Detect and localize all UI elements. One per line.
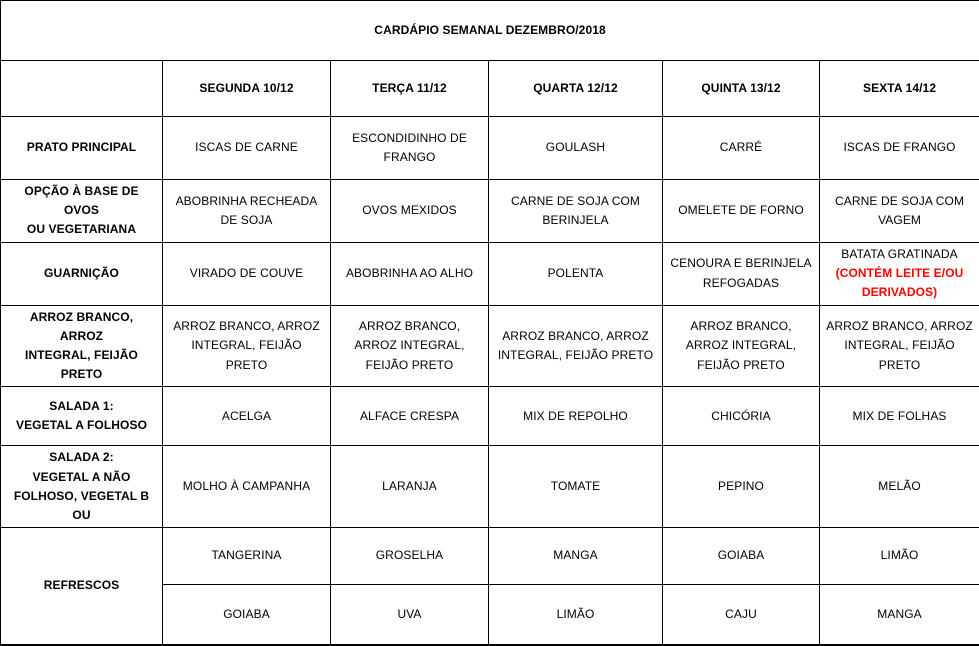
column-header-sexta: SEXTA 14/12 [820,61,979,117]
column-header-segunda: SEGUNDA 10/12 [163,61,331,117]
menu-cell: ISCAS DE FRANGO [820,117,979,180]
menu-cell: OMELETE DE FORNO [663,180,820,243]
menu-cell: CHICÓRIA [663,387,820,446]
menu-cell: ISCAS DE CARNE [163,117,331,180]
title-row: CARDÁPIO SEMANAL DEZEMBRO/2018 [1,1,979,61]
menu-cell-with-alert: BATATA GRATINADA (CONTÉM LEITE E/OU DERI… [820,242,979,305]
column-header-terca: TERÇA 11/12 [331,61,489,117]
row-header-arroz-feijao: ARROZ BRANCO, ARROZ INTEGRAL, FEIJÃO PRE… [1,305,163,387]
menu-cell-text: BATATA GRATINADA [826,245,973,264]
row-header-guarnicao: GUARNIÇÃO [1,242,163,305]
menu-cell: MANGA [820,585,979,645]
menu-cell: OVOS MEXIDOS [331,180,489,243]
menu-cell: LIMÃO [489,585,663,645]
menu-cell: ARROZ BRANCO, ARROZ INTEGRAL, FEIJÃO PRE… [489,305,663,387]
menu-cell: GOIABA [663,528,820,585]
column-header-quinta: QUINTA 13/12 [663,61,820,117]
menu-cell: CENOURA E BERINJELA REFOGADAS [663,242,820,305]
menu-cell: VIRADO DE COUVE [163,242,331,305]
allergy-alert-note: (CONTÉM LEITE E/OU DERIVADOS) [826,264,973,302]
row-guarnicao: GUARNIÇÃO VIRADO DE COUVE ABOBRINHA AO A… [1,242,979,305]
menu-cell: ARROZ BRANCO, ARROZ INTEGRAL, FEIJÃO PRE… [331,305,489,387]
row-header-salada-1: SALADA 1: VEGETAL A FOLHOSO [1,387,163,446]
menu-cell: MANGA [489,528,663,585]
menu-cell: LARANJA [331,446,489,528]
menu-cell: CARNE DE SOJA COM BERINJELA [489,180,663,243]
menu-cell: MOLHO À CAMPANHA [163,446,331,528]
menu-cell: UVA [331,585,489,645]
menu-cell: MIX DE REPOLHO [489,387,663,446]
row-arroz-feijao: ARROZ BRANCO, ARROZ INTEGRAL, FEIJÃO PRE… [1,305,979,387]
menu-cell: CAJU [663,585,820,645]
menu-cell: TOMATE [489,446,663,528]
row-header-refrescos: REFRESCOS [1,528,163,645]
row-refrescos-1: REFRESCOS TANGERINA GROSELHA MANGA GOIAB… [1,528,979,585]
menu-cell: GROSELHA [331,528,489,585]
menu-cell: CARRÉ [663,117,820,180]
menu-cell: TANGERINA [163,528,331,585]
menu-cell: MELÃO [820,446,979,528]
corner-cell [1,61,163,117]
menu-cell: MIX DE FOLHAS [820,387,979,446]
header-row: SEGUNDA 10/12 TERÇA 11/12 QUARTA 12/12 Q… [1,61,979,117]
menu-cell: GOULASH [489,117,663,180]
menu-cell: LIMÃO [820,528,979,585]
column-header-quarta: QUARTA 12/12 [489,61,663,117]
row-salada-2: SALADA 2: VEGETAL A NÃO FOLHOSO, VEGETAL… [1,446,979,528]
row-header-opcao-vegetariana: OPÇÃO À BASE DE OVOS OU VEGETARIANA [1,180,163,243]
menu-cell: ABOBRINHA RECHEADA DE SOJA [163,180,331,243]
row-header-salada-2: SALADA 2: VEGETAL A NÃO FOLHOSO, VEGETAL… [1,446,163,528]
menu-cell: ABOBRINHA AO ALHO [331,242,489,305]
menu-cell: PEPINO [663,446,820,528]
menu-cell: CARNE DE SOJA COM VAGEM [820,180,979,243]
menu-cell: ACELGA [163,387,331,446]
row-prato-principal: PRATO PRINCIPAL ISCAS DE CARNE ESCONDIDI… [1,117,979,180]
row-header-prato-principal: PRATO PRINCIPAL [1,117,163,180]
menu-cell: ALFACE CRESPA [331,387,489,446]
menu-cell: POLENTA [489,242,663,305]
menu-cell: GOIABA [163,585,331,645]
page-title: CARDÁPIO SEMANAL DEZEMBRO/2018 [1,1,979,61]
menu-cell: ARROZ BRANCO, ARROZ INTEGRAL, FEIJÃO PRE… [820,305,979,387]
menu-cell: ARROZ BRANCO, ARROZ INTEGRAL, FEIJÃO PRE… [163,305,331,387]
menu-cell: ARROZ BRANCO, ARROZ INTEGRAL, FEIJÃO PRE… [663,305,820,387]
row-opcao-vegetariana: OPÇÃO À BASE DE OVOS OU VEGETARIANA ABOB… [1,180,979,243]
menu-cell: ESCONDIDINHO DE FRANGO [331,117,489,180]
row-salada-1: SALADA 1: VEGETAL A FOLHOSO ACELGA ALFAC… [1,387,979,446]
